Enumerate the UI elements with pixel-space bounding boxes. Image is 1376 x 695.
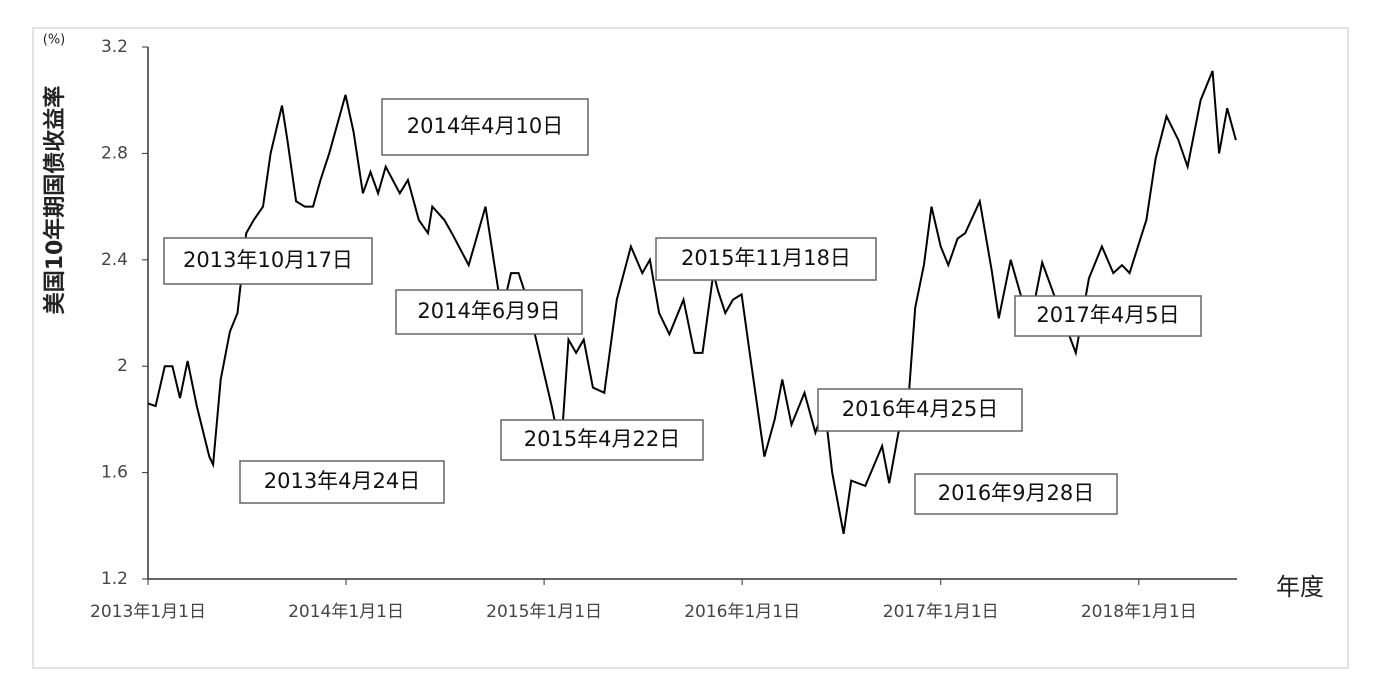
line-series bbox=[147, 70, 1237, 534]
x-tick-label: 2017年1月1日 bbox=[883, 602, 999, 622]
annotation: 2015年11月18日 bbox=[681, 246, 851, 270]
x-tick-label: 2015年1月1日 bbox=[486, 602, 602, 622]
annotation-box bbox=[914, 473, 1118, 515]
annotation: 2013年10月17日 bbox=[183, 248, 353, 272]
y-tick-label: 3.2 bbox=[101, 37, 128, 57]
annotation-box bbox=[239, 460, 445, 504]
annotation-box bbox=[1014, 295, 1202, 337]
y-tick-label: 2 bbox=[117, 356, 128, 376]
y-tick-label: 1.2 bbox=[101, 569, 128, 589]
annotation: 2016年4月25日 bbox=[842, 397, 999, 421]
annotation-box bbox=[395, 289, 583, 335]
x-tick-label: 2018年1月1日 bbox=[1081, 602, 1197, 622]
x-tick-label: 2014年1月1日 bbox=[288, 602, 404, 622]
annotation: 2017年4月5日 bbox=[1036, 303, 1179, 327]
y-unit: (%) bbox=[43, 33, 66, 48]
annotation: 2014年4月10日 bbox=[407, 114, 564, 138]
y-tick-label: 2.4 bbox=[101, 250, 128, 270]
y-tick-label: 1.6 bbox=[101, 463, 128, 483]
chart-frame bbox=[32, 27, 1349, 669]
x-axis-label: 年度 bbox=[1276, 573, 1324, 601]
annotation: 2015年4月22日 bbox=[524, 427, 681, 451]
y-tick-label: 2.8 bbox=[101, 143, 128, 163]
x-tick-label: 2016年1月1日 bbox=[684, 602, 800, 622]
annotation: 2013年4月24日 bbox=[264, 469, 421, 493]
x-tick-label: 2013年1月1日 bbox=[90, 602, 206, 622]
annotation-box bbox=[500, 419, 704, 461]
annotation: 2016年9月28日 bbox=[938, 481, 1095, 505]
annotation: 2014年6月9日 bbox=[417, 299, 560, 323]
annotation-box bbox=[381, 98, 589, 156]
annotation-box bbox=[655, 237, 877, 281]
annotation-box bbox=[817, 388, 1023, 432]
annotation-box bbox=[163, 237, 373, 285]
y-axis-label: 美国10年期国债收益率 bbox=[42, 86, 68, 315]
